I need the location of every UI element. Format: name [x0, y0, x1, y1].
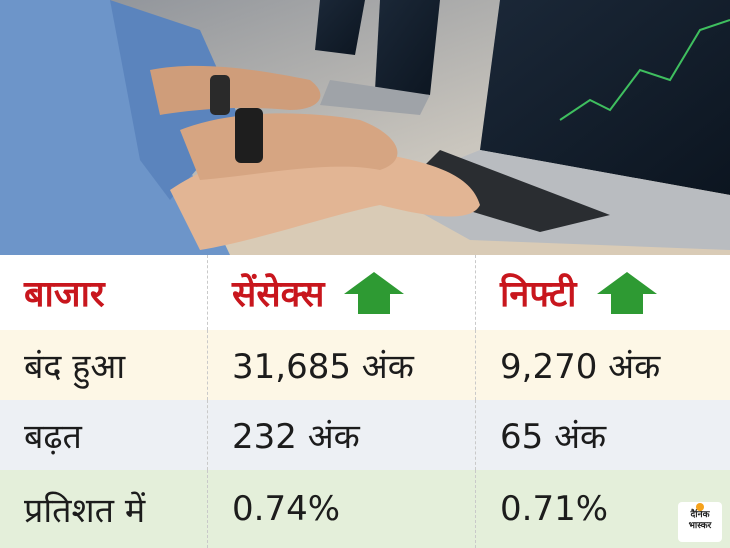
cell: 0.74% [207, 470, 475, 548]
cell: बढ़त [24, 417, 82, 457]
table-row: बढ़त 232 अंक 65 अंक [0, 400, 730, 470]
logo-dot [696, 503, 704, 511]
cell: 31,685 अंक [207, 330, 475, 400]
cell: 0.71% [475, 470, 730, 548]
header-text: निफ्टी [500, 274, 577, 315]
header-row: बाजार सेंसेक्स निफ्टी [0, 255, 730, 330]
table-row: बंद हुआ 31,685 अंक 9,270 अंक [0, 330, 730, 400]
cell: 9,270 अंक [475, 330, 730, 400]
logo-text: दैनिक [690, 510, 710, 520]
cell: 232 अंक [207, 400, 475, 470]
cell: प्रतिशत में [24, 491, 146, 531]
cell: बंद हुआ [24, 347, 126, 387]
logo-text: भास्कर [688, 521, 712, 531]
header-cell: बाजार [0, 255, 207, 330]
header-cell: सेंसेक्स [207, 255, 475, 330]
logo: दैनिक भास्कर [678, 502, 722, 542]
cell: 65 अंक [475, 400, 730, 470]
header-text: सेंसेक्स [232, 274, 325, 315]
up-arrow [596, 271, 657, 314]
header-cell: निफ्टी [475, 255, 730, 330]
photo [0, 0, 730, 255]
table-row: प्रतिशत में 0.74% 0.71% [0, 470, 730, 548]
header-text: बाजार [24, 274, 105, 315]
up-arrow [344, 271, 405, 314]
